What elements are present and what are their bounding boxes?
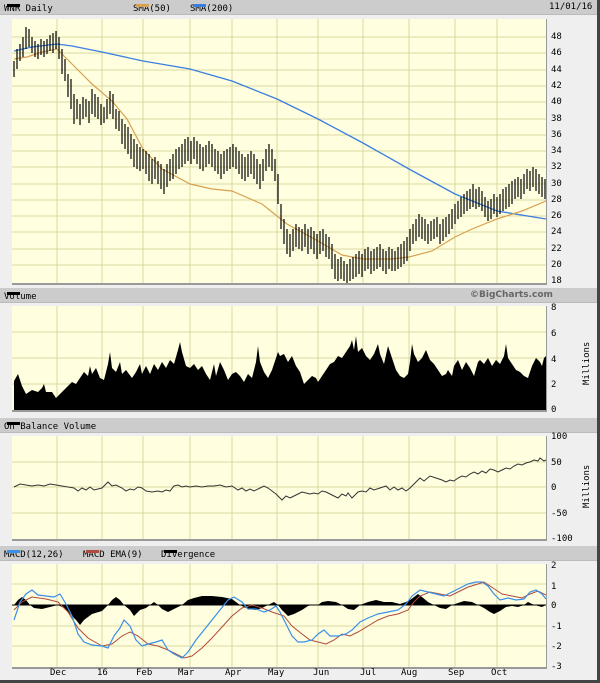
- price-chart-svg: [12, 19, 546, 283]
- macd-tick: 0: [551, 601, 557, 611]
- x-tick-label: Aug: [401, 668, 418, 678]
- macd-tick: -2: [551, 642, 562, 652]
- price-tick: 24: [551, 227, 562, 237]
- price-tick: 46: [551, 48, 562, 58]
- price-tick: 20: [551, 260, 562, 270]
- price-panel-header: WNR Daily SMA(50) SMA(200) 11/01/16: [0, 0, 598, 15]
- x-tick-label: Dec: [50, 668, 67, 678]
- price-tick: 30: [551, 179, 562, 189]
- macd-tick: 1: [551, 582, 557, 592]
- sma200-line: [13, 43, 546, 220]
- obv-plot[interactable]: [12, 436, 547, 541]
- x-tick-label: Feb: [136, 668, 153, 678]
- volume-tick: 8: [551, 303, 557, 313]
- volume-tick: 6: [551, 329, 557, 339]
- obv-label: On Balance Volume: [4, 422, 97, 432]
- price-tick: 48: [551, 32, 562, 42]
- volume-swatch-icon: [7, 292, 20, 295]
- obv-tick: -100: [551, 534, 573, 544]
- macd-plot[interactable]: [12, 564, 547, 669]
- chart-date: 11/01/16: [549, 2, 593, 12]
- price-tick: 26: [551, 211, 562, 221]
- x-tick-label: Jun: [313, 668, 330, 678]
- divergence-swatch-icon: [164, 550, 177, 553]
- watermark: ©BigCharts.com: [470, 290, 553, 300]
- volume-tick: 0: [551, 405, 557, 415]
- sma50-line: [13, 48, 546, 260]
- volume-tick: 4: [551, 355, 557, 365]
- divergence-label: Divergence: [161, 550, 216, 560]
- obv-chart-svg: [12, 436, 546, 539]
- price-tick: 22: [551, 244, 562, 254]
- divergence-area: [14, 594, 546, 625]
- volume-plot[interactable]: [12, 306, 547, 412]
- x-tick-label: 16: [97, 668, 108, 678]
- symbol-label: WNR Daily: [4, 4, 53, 14]
- macd-ema-label: MACD EMA(9): [83, 550, 143, 560]
- x-tick-label: Oct: [491, 668, 508, 678]
- price-bars: [13, 27, 546, 283]
- macd-panel-header: MACD(12,26) MACD EMA(9) Divergence: [0, 546, 598, 561]
- macd-label: MACD(12,26): [4, 550, 64, 560]
- price-gridlines: [12, 19, 546, 283]
- price-tick: 40: [551, 97, 562, 107]
- price-tick: 42: [551, 81, 562, 91]
- price-tick: 44: [551, 65, 562, 75]
- obv-tick: -50: [551, 509, 568, 519]
- x-tick-label: May: [268, 668, 285, 678]
- obv-tick: 100: [551, 432, 568, 442]
- sma200-swatch-icon: [193, 4, 206, 7]
- x-tick-label: Sep: [448, 668, 465, 678]
- x-tick-label: Apr: [225, 668, 242, 678]
- macd-ema-line: [13, 581, 546, 659]
- macd-tick: 2: [551, 561, 557, 571]
- macd-tick: -3: [551, 662, 562, 672]
- obv-tick: 50: [551, 458, 562, 468]
- macd-chart-svg: [12, 564, 546, 667]
- sma200-label: SMA(200): [190, 4, 234, 14]
- volume-area: [14, 336, 546, 410]
- obv-tick: 0: [551, 483, 557, 493]
- price-tick: 34: [551, 146, 562, 156]
- price-tick: 18: [551, 276, 562, 286]
- x-tick-label: Mar: [178, 668, 195, 678]
- price-tick: 36: [551, 130, 562, 140]
- price-swatch-icon: [7, 4, 20, 7]
- price-tick: 28: [551, 195, 562, 205]
- x-tick-label: Jul: [360, 668, 377, 678]
- volume-label: Volume: [4, 292, 37, 302]
- macd-tick: -1: [551, 622, 562, 632]
- price-plot[interactable]: [12, 19, 547, 285]
- volume-panel-header: Volume ©BigCharts.com: [0, 288, 598, 303]
- price-tick: 38: [551, 114, 562, 124]
- volume-unit-label: Millions: [582, 341, 592, 385]
- macd-line: [13, 581, 546, 659]
- obv-unit-label: Millions: [582, 464, 592, 508]
- frame-right-border: [597, 0, 600, 683]
- volume-chart-svg: [12, 306, 546, 410]
- obv-panel-header: On Balance Volume: [0, 418, 598, 433]
- obv-swatch-icon: [7, 422, 20, 425]
- price-tick: 32: [551, 162, 562, 172]
- obv-line: [13, 457, 546, 501]
- sma50-swatch-icon: [136, 4, 149, 7]
- frame-bottom-border: [0, 680, 600, 683]
- sma50-label: SMA(50): [133, 4, 171, 14]
- volume-tick: 2: [551, 380, 557, 390]
- macd-ema-swatch-icon: [86, 550, 99, 553]
- macd-swatch-icon: [7, 550, 20, 553]
